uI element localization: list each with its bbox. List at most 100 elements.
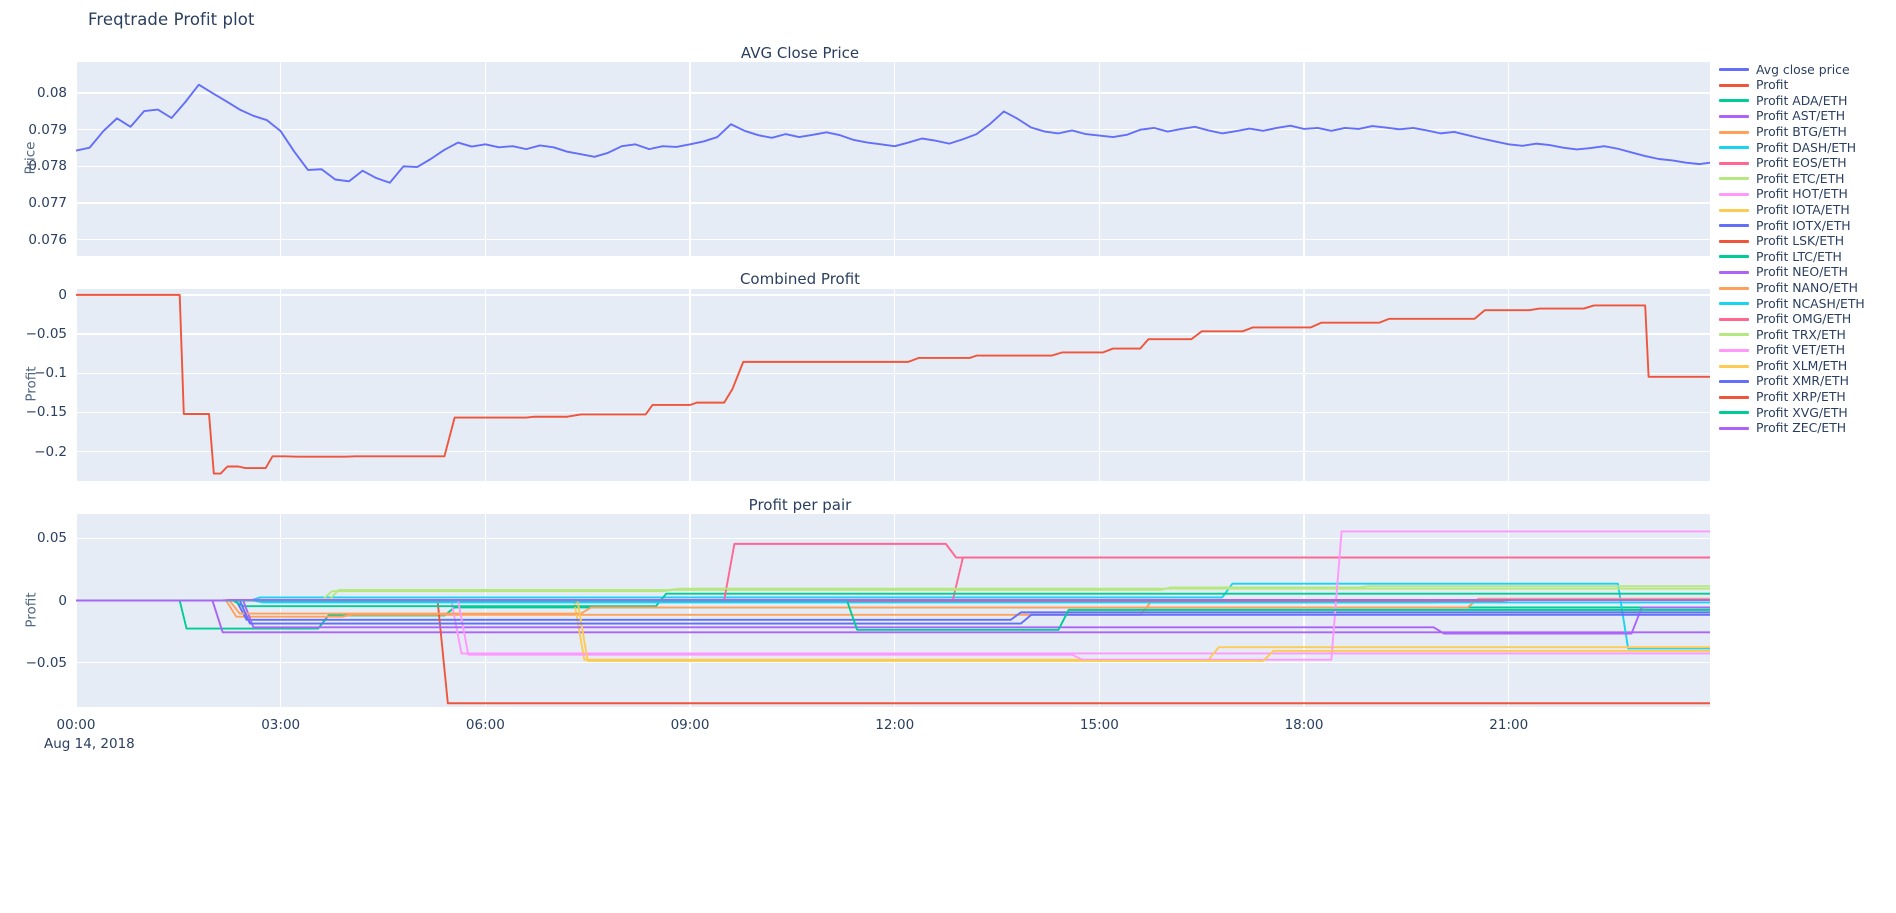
y-tick-label: −0.1 [34, 365, 67, 382]
y-tick-label: 0.076 [28, 231, 67, 248]
gridline-vertical [1098, 62, 1101, 256]
legend-item-14[interactable]: Profit NANO/ETH [1719, 280, 1896, 296]
legend-swatch-icon [1719, 255, 1749, 259]
gridline-vertical [894, 514, 896, 707]
legend-item-label: Profit LSK/ETH [1756, 233, 1845, 249]
gridline-horizontal [76, 165, 1710, 167]
legend-item-1[interactable]: Profit [1719, 78, 1896, 94]
gridline-horizontal [76, 294, 1710, 296]
legend-item-22[interactable]: Profit XVG/ETH [1719, 405, 1896, 421]
legend-item-label: Profit HOT/ETH [1756, 186, 1848, 202]
plot-area-1[interactable] [76, 62, 1710, 256]
y-tick-label: 0.078 [28, 158, 67, 175]
legend-swatch-icon [1719, 161, 1749, 165]
legend-item-3[interactable]: Profit AST/ETH [1719, 109, 1896, 125]
legend-swatch-icon [1719, 380, 1749, 384]
plot-area-2[interactable] [76, 289, 1710, 481]
legend-swatch-icon [1719, 177, 1749, 181]
legend-swatch-icon [1719, 317, 1749, 321]
legend[interactable]: Avg close price Profit Profit ADA/ETH Profi… [1719, 62, 1896, 436]
legend-item-9[interactable]: Profit IOTA/ETH [1719, 202, 1896, 218]
gridline-vertical [75, 289, 77, 481]
legend-item-6[interactable]: Profit EOS/ETH [1719, 156, 1896, 172]
legend-item-label: Profit AST/ETH [1756, 108, 1846, 124]
legend-swatch-icon [1719, 115, 1749, 119]
subplot-title-1: AVG Close Price [740, 44, 860, 62]
legend-item-21[interactable]: Profit XRP/ETH [1719, 389, 1896, 405]
legend-item-label: Avg close price [1756, 61, 1850, 77]
gridline-vertical [689, 62, 691, 256]
legend-item-15[interactable]: Profit NCASH/ETH [1719, 296, 1896, 312]
gridline-vertical [75, 62, 77, 256]
legend-item-10[interactable]: Profit IOTX/ETH [1719, 218, 1896, 234]
legend-item-label: Profit ETC/ETH [1756, 170, 1845, 186]
legend-item-20[interactable]: Profit XMR/ETH [1719, 374, 1896, 390]
gridline-horizontal [76, 372, 1710, 374]
x-axis-date-label: Aug 14, 2018 [44, 736, 135, 752]
legend-swatch-icon [1719, 348, 1749, 352]
legend-swatch-icon [1719, 333, 1749, 337]
legend-item-label: Profit VET/ETH [1756, 342, 1846, 358]
gridline-vertical [689, 289, 691, 481]
gridline-horizontal [76, 333, 1710, 335]
x-tick-label: 21:00 [1489, 717, 1529, 733]
gridline-vertical [280, 514, 282, 707]
legend-swatch-icon [1719, 426, 1749, 430]
gridline-vertical [1303, 289, 1305, 481]
legend-item-label: Profit ADA/ETH [1756, 92, 1848, 108]
legend-item-4[interactable]: Profit BTG/ETH [1719, 124, 1896, 140]
legend-swatch-icon [1719, 208, 1749, 212]
gridline-vertical [1508, 289, 1510, 481]
gridline-horizontal [76, 662, 1710, 664]
y-tick-label: 0.077 [28, 194, 67, 211]
gridline-vertical [1098, 289, 1101, 481]
gridline-vertical [280, 62, 282, 256]
series-line [76, 83, 1710, 184]
legend-item-11[interactable]: Profit LSK/ETH [1719, 234, 1896, 250]
figure-title: Freqtrade Profit plot [88, 10, 255, 29]
gridline-horizontal [76, 202, 1710, 204]
legend-item-8[interactable]: Profit HOT/ETH [1719, 187, 1896, 203]
legend-item-0[interactable]: Avg close price [1719, 62, 1896, 78]
x-tick-label: 15:00 [1079, 717, 1119, 733]
gridline-vertical [1508, 62, 1510, 256]
legend-item-7[interactable]: Profit ETC/ETH [1719, 171, 1896, 187]
gridline-horizontal [76, 238, 1710, 241]
legend-swatch-icon [1719, 302, 1749, 306]
legend-swatch-icon [1719, 411, 1749, 415]
series-line [76, 585, 1710, 602]
y-tick-label: 0.08 [36, 85, 67, 102]
series-line [76, 542, 1710, 602]
y-tick-label: −0.05 [25, 326, 67, 343]
legend-item-2[interactable]: Profit ADA/ETH [1719, 93, 1896, 109]
gridline-vertical [894, 289, 896, 481]
legend-item-16[interactable]: Profit OMG/ETH [1719, 312, 1896, 328]
legend-item-label: Profit OMG/ETH [1756, 311, 1852, 327]
x-tick-label: 09:00 [670, 717, 710, 733]
y-tick-label: −0.15 [25, 404, 67, 421]
legend-item-5[interactable]: Profit DASH/ETH [1719, 140, 1896, 156]
gridline-vertical [484, 289, 486, 481]
legend-item-12[interactable]: Profit LTC/ETH [1719, 249, 1896, 265]
gridline-horizontal [76, 92, 1710, 94]
series-line [76, 530, 1710, 661]
legend-item-17[interactable]: Profit TRX/ETH [1719, 327, 1896, 343]
legend-item-13[interactable]: Profit NEO/ETH [1719, 265, 1896, 281]
y-tick-label: 0.05 [36, 530, 67, 547]
legend-item-19[interactable]: Profit XLM/ETH [1719, 358, 1896, 374]
legend-item-23[interactable]: Profit ZEC/ETH [1719, 421, 1896, 437]
legend-item-18[interactable]: Profit VET/ETH [1719, 343, 1896, 359]
gridline-horizontal [76, 129, 1710, 131]
gridline-vertical [689, 514, 691, 707]
y-tick-label: −0.2 [34, 443, 67, 460]
legend-swatch-icon [1719, 239, 1749, 243]
legend-swatch-icon [1719, 271, 1749, 275]
series-line [76, 598, 1710, 602]
y-tick-label: −0.05 [25, 654, 67, 671]
y-tick-label: 0.079 [28, 121, 67, 138]
legend-item-label: Profit XRP/ETH [1756, 389, 1846, 405]
x-tick-label: 18:00 [1284, 717, 1324, 733]
